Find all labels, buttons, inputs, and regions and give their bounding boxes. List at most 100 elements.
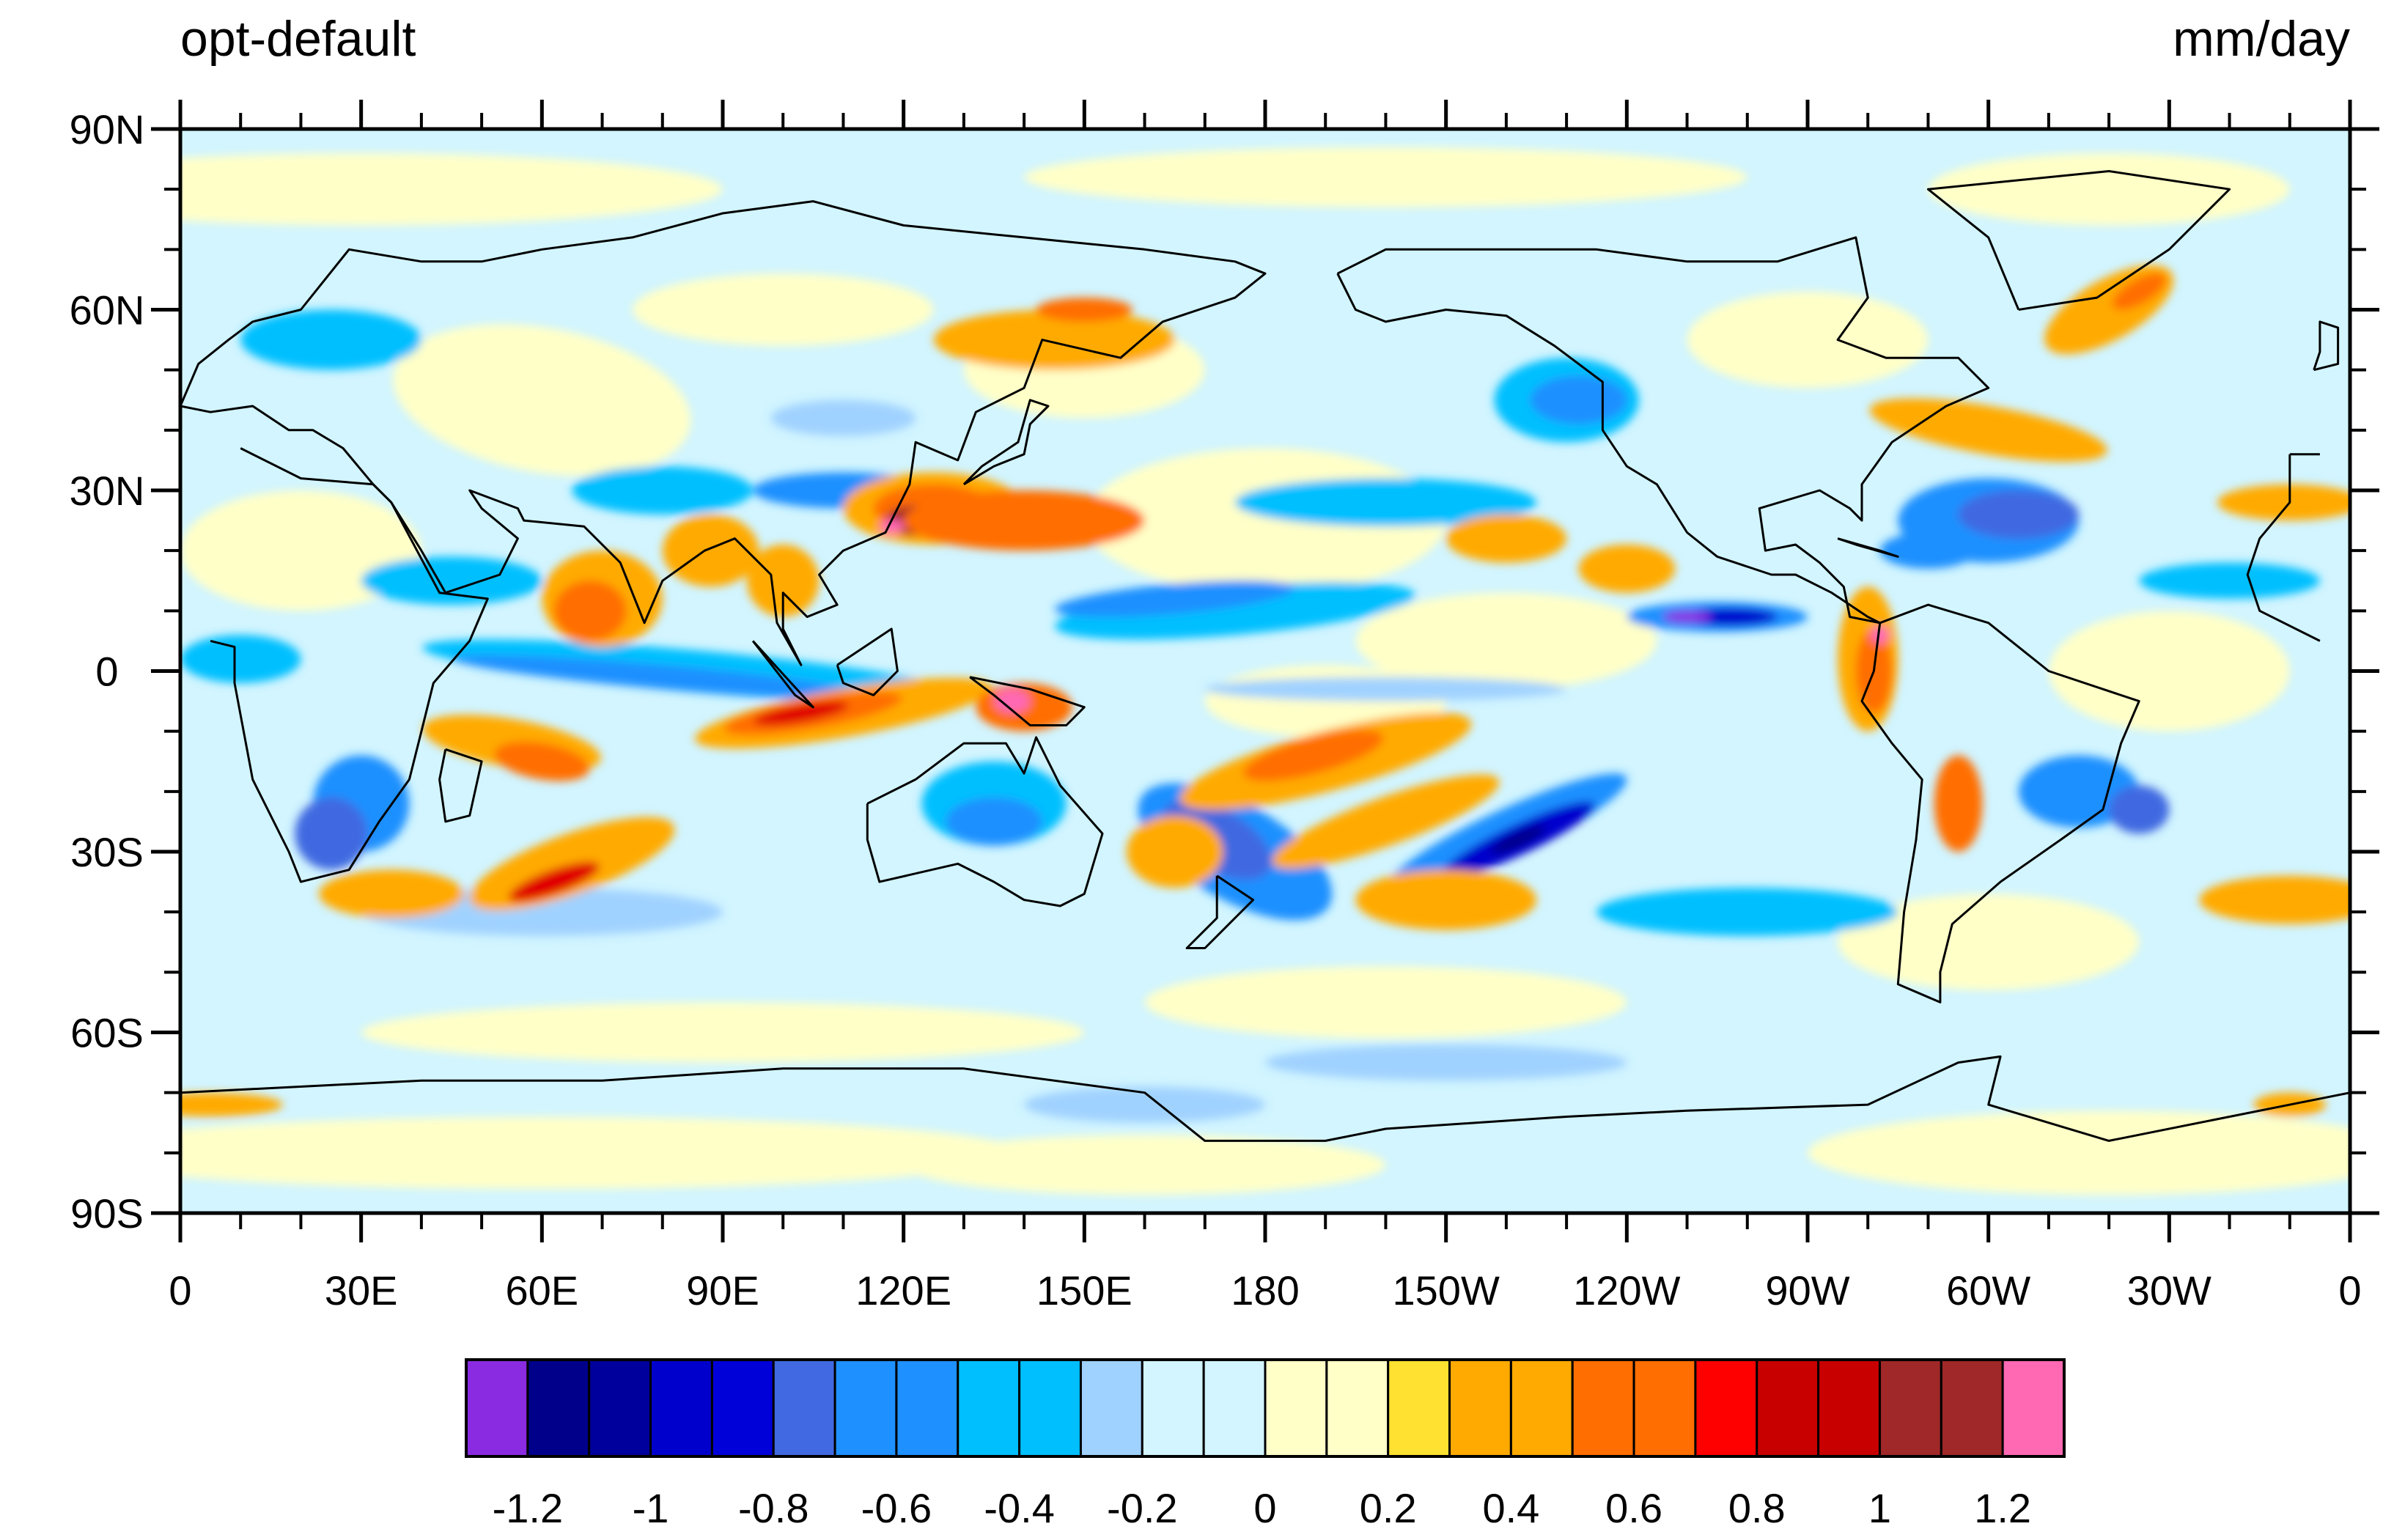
colorbar-tick-label: 0.8 bbox=[1728, 1485, 1786, 1531]
anomaly-contour-region bbox=[754, 701, 849, 726]
anomaly-contour-region bbox=[2112, 273, 2166, 310]
anomaly-contour-region bbox=[1272, 774, 1500, 869]
anomaly-contour-region bbox=[933, 309, 1175, 370]
lat-tick-label: 0 bbox=[95, 649, 118, 695]
anomaly-contour-region bbox=[572, 466, 754, 515]
anomaly-contour-region bbox=[393, 324, 691, 476]
colorbar-swatch bbox=[1264, 1358, 1328, 1458]
lon-tick-label: 120W bbox=[1573, 1267, 1680, 1314]
anomaly-contour-region bbox=[746, 544, 820, 617]
lat-tick-label: 60N bbox=[70, 287, 145, 334]
colorbar-swatch bbox=[1571, 1358, 1635, 1458]
anomaly-contour-region bbox=[1928, 152, 2290, 226]
colorbar-tick-label: -0.8 bbox=[738, 1485, 809, 1531]
anomaly-contour-region bbox=[1234, 478, 1536, 527]
anomaly-contour-region bbox=[770, 399, 916, 437]
anomaly-contour-region bbox=[1934, 755, 1983, 852]
coastline bbox=[180, 1055, 2350, 1142]
colorbar-frame bbox=[465, 1358, 2066, 1458]
anomaly-contour-region bbox=[662, 514, 759, 587]
lon-tick-label: 90W bbox=[1765, 1267, 1849, 1314]
coastline bbox=[836, 627, 899, 696]
anomaly-contour-region bbox=[1355, 592, 1657, 690]
colorbar-swatch bbox=[710, 1358, 775, 1458]
colorbar-swatch bbox=[1141, 1358, 1205, 1458]
anomaly-contour-region bbox=[2139, 562, 2320, 599]
colorbar-swatch bbox=[1018, 1358, 1082, 1458]
lon-tick-label: 30E bbox=[325, 1267, 398, 1314]
anomaly-contour-region bbox=[1126, 815, 1223, 888]
anomaly-contour-region bbox=[2109, 785, 2170, 834]
coastline bbox=[180, 200, 1267, 666]
colorbar-swatch bbox=[1632, 1358, 1697, 1458]
coastline bbox=[1185, 874, 1255, 949]
coastline bbox=[2313, 320, 2340, 372]
anomaly-contour-region bbox=[2048, 611, 2290, 732]
anomaly-contour-region bbox=[1265, 1044, 1627, 1081]
colorbar-tick-label: 1 bbox=[1868, 1485, 1891, 1531]
colorbar-swatch bbox=[1448, 1358, 1512, 1458]
anomaly-contour-region bbox=[1445, 514, 1567, 563]
anomaly-contour-region bbox=[361, 1002, 1085, 1063]
colorbar-tick-label: 0.4 bbox=[1482, 1485, 1539, 1531]
lon-tick-label: 60E bbox=[506, 1267, 579, 1314]
colorbar-tick-label: -0.2 bbox=[1107, 1485, 1178, 1531]
anomaly-contour-region bbox=[1808, 1110, 2350, 1195]
coastline bbox=[1336, 236, 1990, 625]
anomaly-contour-region bbox=[361, 556, 542, 605]
anomaly-contour-region bbox=[1036, 298, 1133, 322]
anomaly-contour-region bbox=[452, 655, 873, 699]
coastline bbox=[1860, 603, 2140, 1003]
colorbar-swatch bbox=[2001, 1358, 2066, 1458]
anomaly-contour-region bbox=[1144, 966, 1627, 1039]
anomaly-contour-region bbox=[632, 273, 934, 346]
lon-tick-label: 90E bbox=[686, 1267, 759, 1314]
anomaly-contour-region bbox=[180, 1092, 283, 1117]
colorbar-swatch bbox=[1694, 1358, 1758, 1458]
colorbar-swatch bbox=[1509, 1358, 1574, 1458]
anomaly-contour-region bbox=[1055, 582, 1415, 640]
colorbar: -1.2 -1 -0.8 -0.6 -0.4 -0.2 0 0.2 0.4 0.6 0.8 1 1.2 bbox=[465, 1358, 2066, 1531]
map-title-left: opt-default bbox=[180, 11, 416, 67]
coastline bbox=[1837, 537, 1899, 558]
lat-tick-label: 90N bbox=[70, 106, 145, 152]
lon-tick-label: 30W bbox=[2127, 1267, 2211, 1314]
anomaly-contour-region bbox=[1662, 611, 1712, 623]
anomaly-contour-region bbox=[1869, 398, 2107, 462]
anomaly-contour-region bbox=[1596, 888, 1898, 937]
colorbar-swatch bbox=[588, 1358, 652, 1458]
colorbar-swatch bbox=[1387, 1358, 1451, 1458]
colorbar-swatch bbox=[833, 1358, 898, 1458]
anomaly-contour-region bbox=[180, 152, 723, 226]
anomaly-contour-region bbox=[508, 861, 600, 902]
colorbar-tick-label: -1.2 bbox=[493, 1485, 564, 1531]
coastline bbox=[969, 676, 1086, 726]
colorbar-swatch bbox=[526, 1358, 591, 1458]
anomaly-contour-region bbox=[1243, 729, 1384, 781]
map-title-right-units: mm/day bbox=[2173, 11, 2350, 67]
anomaly-contour-region bbox=[240, 309, 421, 370]
colorbar-tick-label: 0 bbox=[1253, 1485, 1276, 1531]
anomaly-contour-region bbox=[1490, 825, 1546, 855]
anomaly-contour-region bbox=[2217, 484, 2350, 521]
lon-tick-label: 0 bbox=[2338, 1267, 2361, 1314]
colorbar-tick-label: 0.6 bbox=[1605, 1485, 1662, 1531]
anomaly-contour-region bbox=[1871, 625, 1890, 644]
lon-tick-label: 60W bbox=[1946, 1267, 2030, 1314]
coastline bbox=[866, 736, 1104, 907]
colorbar-swatch bbox=[1878, 1358, 1942, 1458]
longitude-axis: 0 30E 60E 90E 120E 150E 180 150W 120W 90W 60W 30W 0 bbox=[169, 100, 2362, 1314]
anomaly-contour-region bbox=[1578, 544, 1676, 593]
lat-tick-label: 30S bbox=[70, 829, 144, 875]
anomaly-contour-region bbox=[903, 1135, 1386, 1195]
colorbar-tick-label: -0.6 bbox=[861, 1485, 932, 1531]
colorbar-swatch bbox=[1817, 1358, 1881, 1458]
anomaly-contour-region bbox=[1054, 580, 1295, 617]
anomaly-contour-region bbox=[1024, 147, 1747, 207]
anomaly-contour-region bbox=[180, 1116, 1024, 1190]
colorbar-swatch bbox=[465, 1358, 529, 1458]
precipitation-anomaly-field bbox=[180, 129, 2350, 1213]
lat-tick-label: 90S bbox=[70, 1190, 144, 1237]
coastline bbox=[962, 399, 1050, 486]
